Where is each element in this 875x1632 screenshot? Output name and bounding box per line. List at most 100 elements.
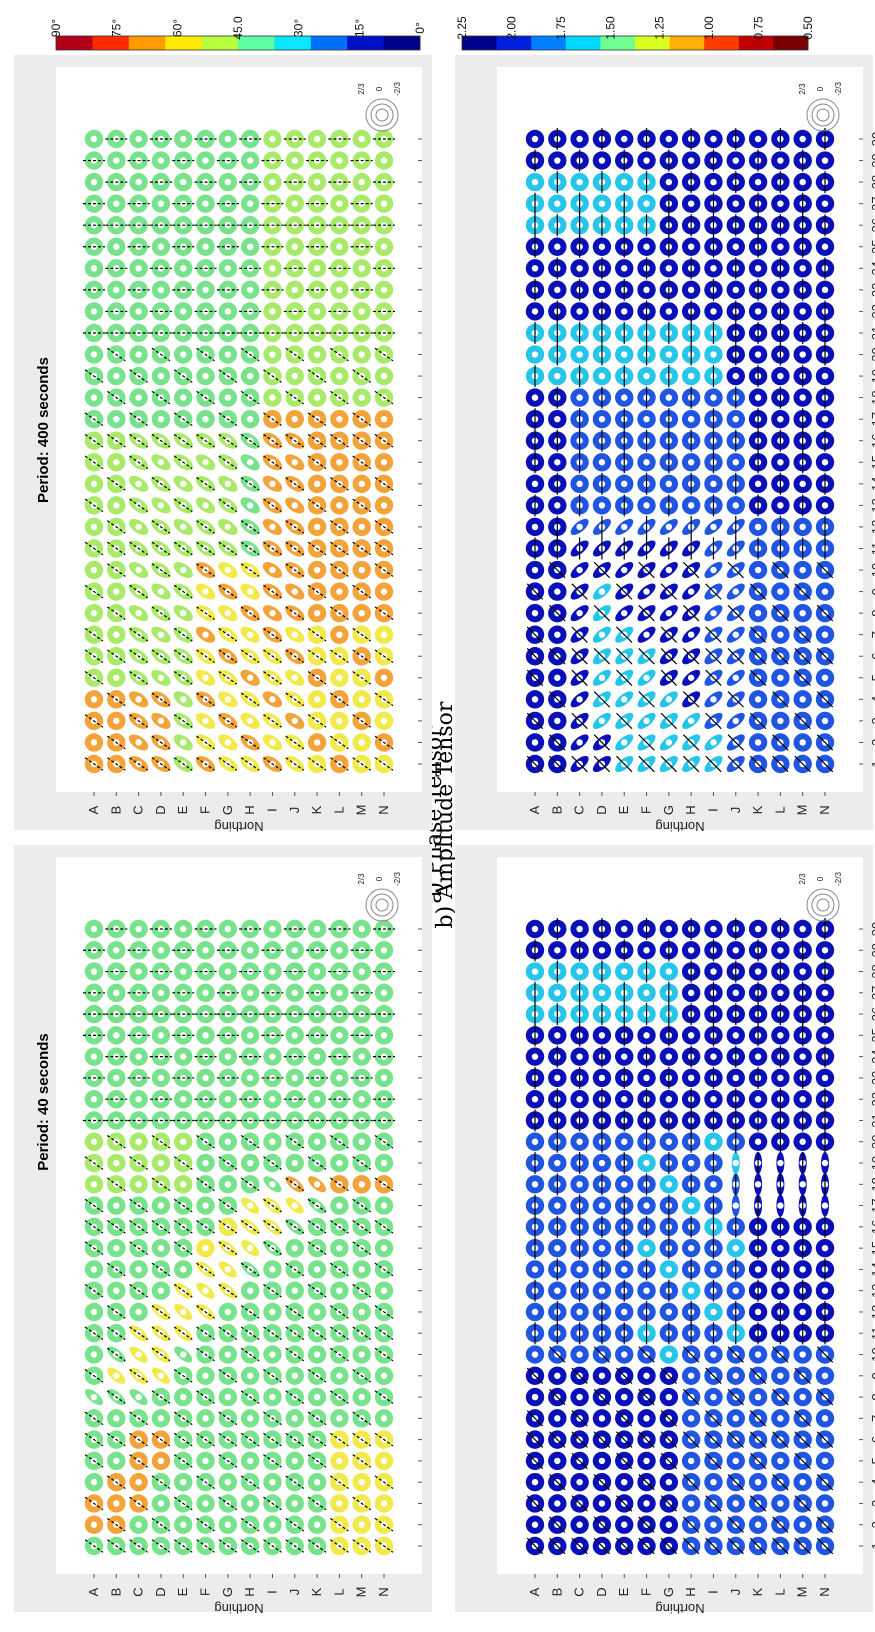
tensor-centre	[157, 200, 165, 207]
orientation-bar	[285, 1305, 305, 1319]
tensor-centre	[821, 1287, 829, 1294]
tensor-centre	[380, 1244, 388, 1252]
tensor-centre	[554, 286, 561, 294]
orientation-bar	[196, 735, 215, 750]
tensor-centre	[135, 1053, 142, 1060]
orientation-bar	[84, 1454, 104, 1468]
tensor-centre	[224, 1266, 232, 1273]
panel-title-40s: Period: 40 seconds	[35, 1033, 52, 1171]
tensor-centre	[732, 200, 739, 207]
tensor-centre	[380, 459, 388, 466]
orientation-bar	[218, 1326, 238, 1341]
tensor-centre	[180, 696, 187, 703]
tensor-centre	[269, 265, 276, 272]
orientation-bar	[682, 561, 700, 579]
tensor-centre	[291, 1202, 298, 1209]
orientation-bar	[352, 757, 372, 771]
orientation-bar	[816, 1346, 834, 1363]
tensor-centre	[531, 523, 539, 531]
northing-tick-label: J	[287, 807, 302, 814]
orientation-bar	[129, 1496, 148, 1511]
orientation-bar	[571, 1452, 588, 1470]
orientation-bar	[218, 1198, 238, 1213]
orientation-bar	[263, 1411, 282, 1426]
orientation-bar	[772, 1388, 789, 1406]
orientation-bar	[616, 1367, 633, 1384]
tensor-centre	[576, 925, 583, 933]
easting-tick-label: 13	[869, 498, 875, 512]
tensor-centre	[135, 1181, 142, 1188]
tensor-centre	[90, 480, 98, 488]
tensor-centre	[291, 1500, 298, 1507]
tensor-centre	[157, 989, 165, 997]
tensor-centre	[531, 308, 539, 315]
tensor-centre	[291, 200, 298, 207]
orientation-bar	[330, 1220, 349, 1234]
tensor-centre	[710, 178, 717, 186]
orientation-bar	[196, 1390, 215, 1404]
tensor-centre	[732, 157, 739, 164]
tensor-centre	[202, 1372, 209, 1379]
tensor-centre	[754, 1266, 762, 1273]
orientation-bar	[285, 477, 305, 491]
tensor-centre	[531, 1308, 539, 1316]
northing-tick-label: J	[728, 807, 743, 814]
orientation-bar	[374, 477, 394, 491]
tensor-centre	[732, 1032, 739, 1039]
tensor-centre	[554, 1159, 561, 1167]
orientation-bar	[374, 692, 394, 707]
tensor-centre	[821, 243, 829, 250]
orientation-bar	[263, 1220, 282, 1234]
tensor-centre	[643, 1074, 650, 1082]
tensor-centre	[90, 1521, 98, 1528]
tensor-centre	[754, 1138, 762, 1145]
orientation-bar	[307, 1411, 327, 1426]
orientation-bar	[816, 1516, 834, 1533]
orientation-bar	[727, 1537, 744, 1555]
tensor-centre	[157, 1202, 165, 1209]
easting-tick-label: 18	[869, 1177, 875, 1191]
tensor-centre	[358, 1521, 365, 1528]
orientation-bar	[84, 649, 104, 664]
tensor-centre	[643, 286, 650, 294]
easting-tick-label: 12	[869, 1305, 875, 1319]
orientation-bar	[593, 734, 611, 751]
scale-legend-label: 0	[375, 86, 384, 91]
tensor-centre	[90, 1393, 98, 1401]
tensor-centre	[269, 1308, 276, 1316]
tensor-centre	[202, 243, 209, 250]
orientation-bar	[593, 1388, 611, 1406]
orientation-bar	[263, 1454, 282, 1468]
tensor-centre	[180, 925, 187, 933]
tensor-centre	[90, 1308, 98, 1316]
orientation-bar	[106, 1539, 126, 1553]
orientation-bar	[106, 1326, 126, 1341]
orientation-bar	[571, 669, 588, 686]
orientation-bar	[794, 712, 811, 730]
orientation-bar	[816, 734, 834, 751]
colorbar-segment	[462, 36, 498, 50]
northing-tick-label: A	[86, 805, 101, 814]
tensor-centre	[799, 1181, 806, 1188]
tensor-centre	[269, 696, 276, 703]
tensor-centre	[643, 157, 650, 164]
orientation-bar	[727, 561, 744, 579]
tensor-centre	[113, 372, 120, 380]
colorbar-tick-label: 2.00	[504, 16, 518, 40]
orientation-bar	[772, 648, 789, 665]
orientation-bar	[330, 563, 349, 577]
tensor-centre	[358, 1308, 365, 1316]
orientation-bar	[285, 1326, 305, 1341]
orientation-bar	[638, 1431, 655, 1448]
tensor-centre	[157, 502, 165, 509]
orientation-bar	[106, 1432, 126, 1447]
tensor-centre	[821, 502, 829, 509]
orientation-bar	[218, 369, 238, 383]
orientation-bar	[307, 1326, 327, 1341]
orientation-bar	[151, 390, 171, 405]
northing-tick-label: C	[572, 805, 587, 814]
tensor-centre	[336, 1202, 343, 1209]
tensor-centre	[777, 1500, 784, 1507]
orientation-bar	[660, 1452, 678, 1470]
